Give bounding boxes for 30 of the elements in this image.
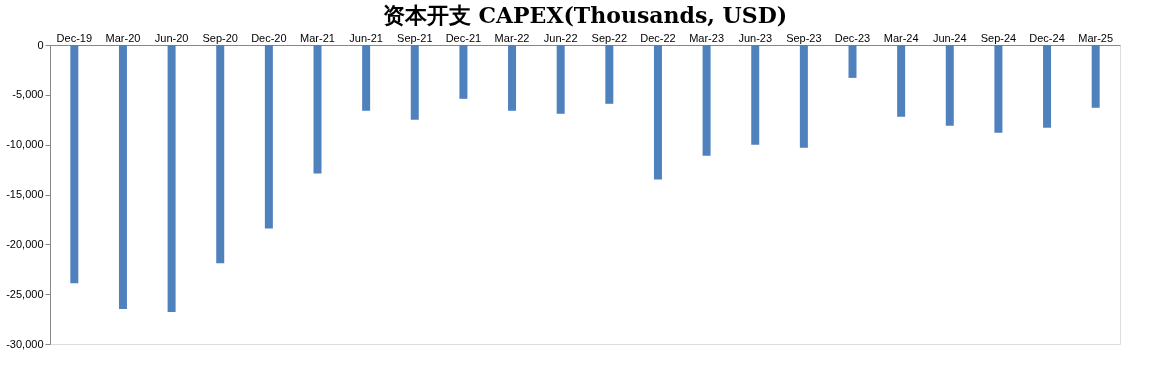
x-tick-label: Mar-21 — [300, 31, 335, 44]
y-tick-label: -5,000 — [12, 88, 44, 101]
y-tick-label: -25,000 — [6, 287, 44, 300]
x-tick-label: Jun-23 — [738, 31, 773, 44]
x-tick-label: Mar-24 — [883, 31, 919, 44]
chart-title: 资本开支 CAPEX(Thousands, USD) — [382, 2, 788, 28]
y-tick-label: -20,000 — [6, 237, 44, 250]
x-tick-label: Sep-23 — [786, 31, 822, 44]
x-tick-label: Sep-20 — [202, 31, 238, 44]
x-tick-label: Sep-22 — [591, 31, 628, 44]
x-tick-label: Dec-19 — [56, 31, 93, 44]
x-tick-label: Sep-21 — [397, 31, 433, 44]
y-tick-label: -10,000 — [6, 138, 44, 151]
x-tick-label: Jun-22 — [543, 31, 578, 44]
x-tick-label: Mar-25 — [1078, 31, 1114, 44]
x-tick-label: Dec-21 — [445, 31, 482, 44]
x-tick-label: Jun-24 — [932, 31, 967, 44]
y-tick-label: -15,000 — [6, 188, 44, 200]
x-tick-label: Jun-21 — [349, 31, 383, 44]
x-tick-label: Mar-23 — [689, 31, 725, 44]
x-tick-label: Dec-23 — [834, 31, 871, 44]
y-tick-label: -30,000 — [6, 337, 44, 350]
x-tick-label: Mar-22 — [494, 31, 530, 44]
x-tick-label: Dec-20 — [251, 31, 287, 44]
y-tick-label: 0 — [37, 38, 44, 51]
x-tick-label: Mar-20 — [105, 31, 141, 44]
x-tick-label: Dec-24 — [1029, 31, 1065, 44]
x-tick-label: Sep-24 — [980, 31, 1017, 44]
x-tick-label: Jun-20 — [154, 31, 189, 44]
x-tick-label: Dec-22 — [640, 31, 676, 44]
